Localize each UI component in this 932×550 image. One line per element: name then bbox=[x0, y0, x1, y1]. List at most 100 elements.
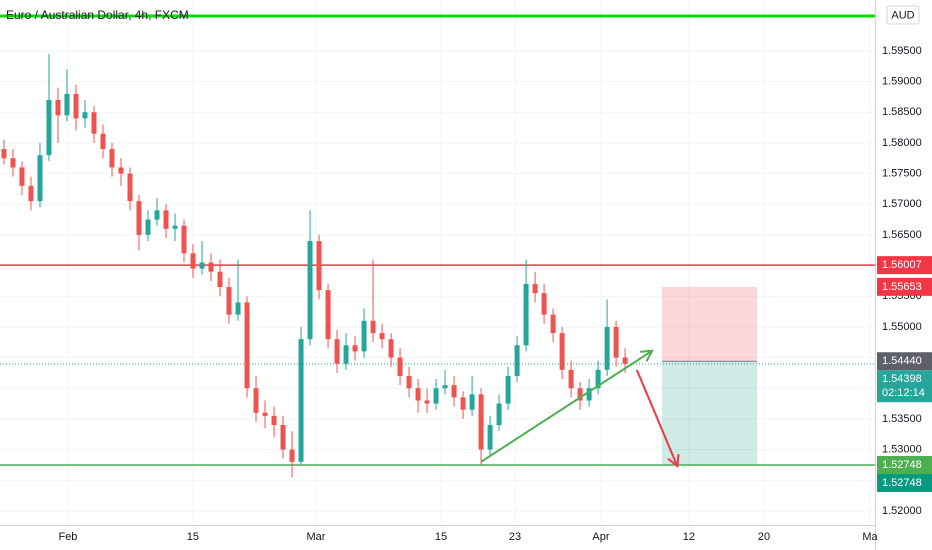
candle-body bbox=[199, 262, 205, 269]
candle-body bbox=[541, 293, 547, 315]
candle-body bbox=[469, 394, 475, 410]
candle-body bbox=[307, 241, 313, 340]
candle-body bbox=[496, 403, 502, 426]
position-risk bbox=[662, 286, 757, 362]
candle-body bbox=[82, 112, 88, 119]
candle-body bbox=[586, 388, 592, 401]
price-label: 1.52748 bbox=[882, 459, 922, 471]
price-label-box bbox=[877, 370, 932, 403]
trend-arrow bbox=[480, 349, 653, 463]
candle-body bbox=[451, 385, 457, 398]
candle-body bbox=[478, 394, 484, 450]
candle-body bbox=[370, 320, 376, 334]
price-label-box bbox=[877, 256, 932, 275]
candle-body bbox=[163, 210, 169, 229]
candle-body bbox=[532, 283, 538, 294]
candle-body bbox=[1, 149, 7, 159]
candle-body bbox=[10, 158, 16, 168]
x-tick-label: 15 bbox=[187, 531, 199, 543]
candle-body bbox=[127, 173, 133, 202]
candle-body bbox=[406, 375, 412, 389]
y-tick-label: 1.53000 bbox=[882, 443, 922, 455]
candle-body bbox=[352, 345, 358, 352]
candle-body bbox=[55, 99, 61, 116]
price-label: 1.56007 bbox=[882, 259, 922, 271]
candle-body bbox=[388, 339, 394, 358]
candle-body bbox=[244, 302, 250, 389]
x-tick-label: 23 bbox=[509, 531, 521, 543]
trend-arrow bbox=[635, 369, 679, 467]
candle-body bbox=[172, 225, 178, 229]
candle-body bbox=[145, 219, 151, 235]
candle-body bbox=[181, 225, 187, 254]
candle-body bbox=[235, 302, 241, 315]
x-tick-label: Apr bbox=[592, 531, 609, 543]
candle-body bbox=[19, 167, 25, 186]
candle-body bbox=[505, 375, 511, 404]
y-tick-label: 1.59000 bbox=[882, 75, 922, 87]
candle-body bbox=[460, 397, 466, 410]
candle-body bbox=[262, 412, 268, 416]
candle-body bbox=[64, 93, 70, 116]
candle-body bbox=[37, 155, 43, 202]
x-tick-label: Mar bbox=[306, 531, 325, 543]
candle-body bbox=[487, 425, 493, 450]
candle-body bbox=[415, 388, 421, 401]
candle-body bbox=[91, 112, 97, 134]
candle-body bbox=[442, 385, 448, 389]
candle-body bbox=[100, 133, 106, 150]
candle-body bbox=[289, 449, 295, 462]
candle-body bbox=[271, 415, 277, 426]
candle-body bbox=[46, 99, 52, 156]
price-label-box bbox=[877, 474, 932, 493]
candle-body bbox=[73, 93, 79, 119]
candle-body bbox=[397, 357, 403, 376]
candle-body bbox=[595, 369, 601, 389]
price-label-box bbox=[877, 277, 932, 296]
axes: 1.59500 1.59000 1.58500 1.58000 1.57500 1.570… bbox=[58, 5, 932, 543]
y-tick-label: 1.57500 bbox=[882, 167, 922, 179]
candle-body bbox=[154, 210, 160, 220]
price-label: 1.52748 bbox=[882, 477, 922, 489]
y-tick-label: 1.58000 bbox=[882, 137, 922, 149]
candle-body bbox=[622, 357, 628, 364]
candle-body bbox=[568, 369, 574, 389]
candle-body bbox=[280, 425, 286, 450]
candle-body bbox=[325, 290, 331, 340]
x-tick-label: Ma bbox=[862, 531, 878, 543]
x-tick-label: 15 bbox=[435, 531, 447, 543]
candle-body bbox=[28, 185, 34, 202]
candle-body bbox=[550, 314, 556, 334]
candle-body bbox=[361, 320, 367, 352]
y-tick-label: 1.56500 bbox=[882, 229, 922, 241]
candle-body bbox=[523, 283, 529, 346]
position-reward bbox=[662, 361, 757, 466]
x-tick-label: 20 bbox=[758, 531, 770, 543]
price-label: 1.55653 bbox=[882, 281, 922, 293]
candle-body bbox=[613, 326, 619, 358]
candle-body bbox=[298, 339, 304, 462]
candle-body bbox=[334, 339, 340, 364]
candle-body bbox=[136, 201, 142, 235]
y-tick-label: 1.52000 bbox=[882, 505, 922, 517]
candle-body bbox=[208, 262, 214, 272]
x-tick-label: Feb bbox=[58, 531, 77, 543]
currency-label: AUD bbox=[891, 9, 914, 21]
candle-body bbox=[577, 388, 583, 401]
candle-body bbox=[343, 345, 349, 364]
candle-body bbox=[118, 167, 124, 174]
candle-body bbox=[190, 253, 196, 269]
currency-box bbox=[886, 5, 920, 25]
candle-body bbox=[379, 333, 385, 340]
plot bbox=[0, 14, 875, 478]
countdown-label: 02:12:14 bbox=[882, 387, 925, 399]
price-label: 1.54440 bbox=[882, 355, 922, 367]
candle-body bbox=[217, 271, 223, 288]
candle-body bbox=[559, 333, 565, 370]
chart-title: Euro / Australian Dollar, 4h, FXCM bbox=[6, 8, 189, 22]
y-tick-label: 1.57000 bbox=[882, 198, 922, 210]
candle-body bbox=[424, 400, 430, 404]
candle-body bbox=[226, 287, 232, 315]
arrow-head bbox=[667, 454, 680, 469]
